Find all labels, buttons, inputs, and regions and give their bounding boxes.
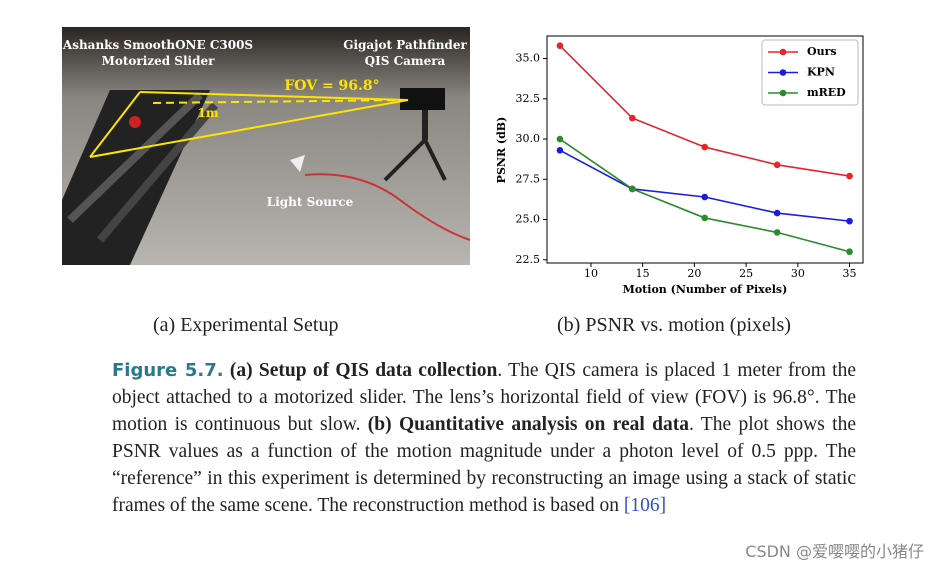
x-tick-label: 30 <box>791 267 805 280</box>
caption-bold: (a) Setup of QIS data collection <box>229 360 498 381</box>
figure-caption: Figure 5.7. (a) Setup of QIS data collect… <box>112 357 856 519</box>
photo-label: FOV = 96.8° <box>284 78 379 94</box>
data-point <box>701 143 709 151</box>
x-axis-label: Motion (Number of Pixels) <box>623 283 788 296</box>
data-point <box>773 209 781 217</box>
series-line <box>559 149 850 222</box>
data-point <box>773 161 781 169</box>
x-tick-label: 20 <box>687 267 701 280</box>
data-point <box>629 114 636 122</box>
photo-label: QIS Camera <box>365 54 446 68</box>
photo-label: Light Source <box>267 195 354 209</box>
data-point <box>701 193 709 201</box>
legend-label: Ours <box>807 45 837 58</box>
y-tick-label: 27.5 <box>516 172 541 185</box>
data-point <box>846 217 853 225</box>
plot-frame <box>546 35 864 264</box>
photo-label: Motorized Slider <box>102 54 216 68</box>
legend-marker <box>779 69 787 76</box>
data-point <box>556 135 564 143</box>
subcaption: (a) Experimental Setup <box>153 314 339 336</box>
legend-label: mRED <box>807 86 846 99</box>
x-tick-label: 15 <box>636 267 650 280</box>
watermark: CSDN @爱嘤嘤的小猪仔 <box>745 542 924 561</box>
legend-box <box>761 39 859 106</box>
legend-marker <box>779 89 787 97</box>
x-tick-label: 35 <box>843 267 857 280</box>
data-point <box>556 147 564 154</box>
subcaption: (b) PSNR vs. motion (pixels) <box>557 314 791 336</box>
data-point <box>846 172 853 180</box>
y-tick-label: 22.5 <box>516 253 541 266</box>
chart: Motion (Number of Pixels) PSNR (dB) 22.5… <box>495 35 864 296</box>
photo-label: 1m <box>197 106 218 120</box>
data-point <box>773 229 781 236</box>
data-point <box>629 185 636 193</box>
photo-label: Gigajot Pathfinder <box>343 38 467 52</box>
citation-link[interactable]: [106] <box>623 495 667 516</box>
y-tick-label: 32.5 <box>516 92 541 105</box>
y-tick-label: 25.0 <box>516 213 541 226</box>
data-point <box>556 42 564 49</box>
legend-label: KPN <box>807 66 835 79</box>
x-tick-label: 25 <box>739 267 753 280</box>
caption-text: . The QIS camera is placed 1 meter from … <box>112 360 856 435</box>
y-tick-label: 30.0 <box>516 132 541 145</box>
photo: Ashanks SmoothONE C300S Motorized Slider… <box>62 27 471 265</box>
legend-marker <box>779 48 787 56</box>
data-point <box>846 248 853 256</box>
figure: Ashanks SmoothONE C300S Motorized Slider… <box>62 27 864 296</box>
x-tick-label: 10 <box>584 267 598 280</box>
caption-bold: (b) Quantitative analysis on real data <box>367 414 689 435</box>
caption-text: . The plot shows the PSNR values as a fu… <box>112 414 856 516</box>
y-axis-label: PSNR (dB) <box>495 117 508 184</box>
y-tick-label: 35.0 <box>516 52 541 65</box>
figure-number: Figure 5.7. <box>112 360 224 381</box>
data-point <box>701 214 709 222</box>
photo-label: Ashanks SmoothONE C300S <box>62 38 253 52</box>
